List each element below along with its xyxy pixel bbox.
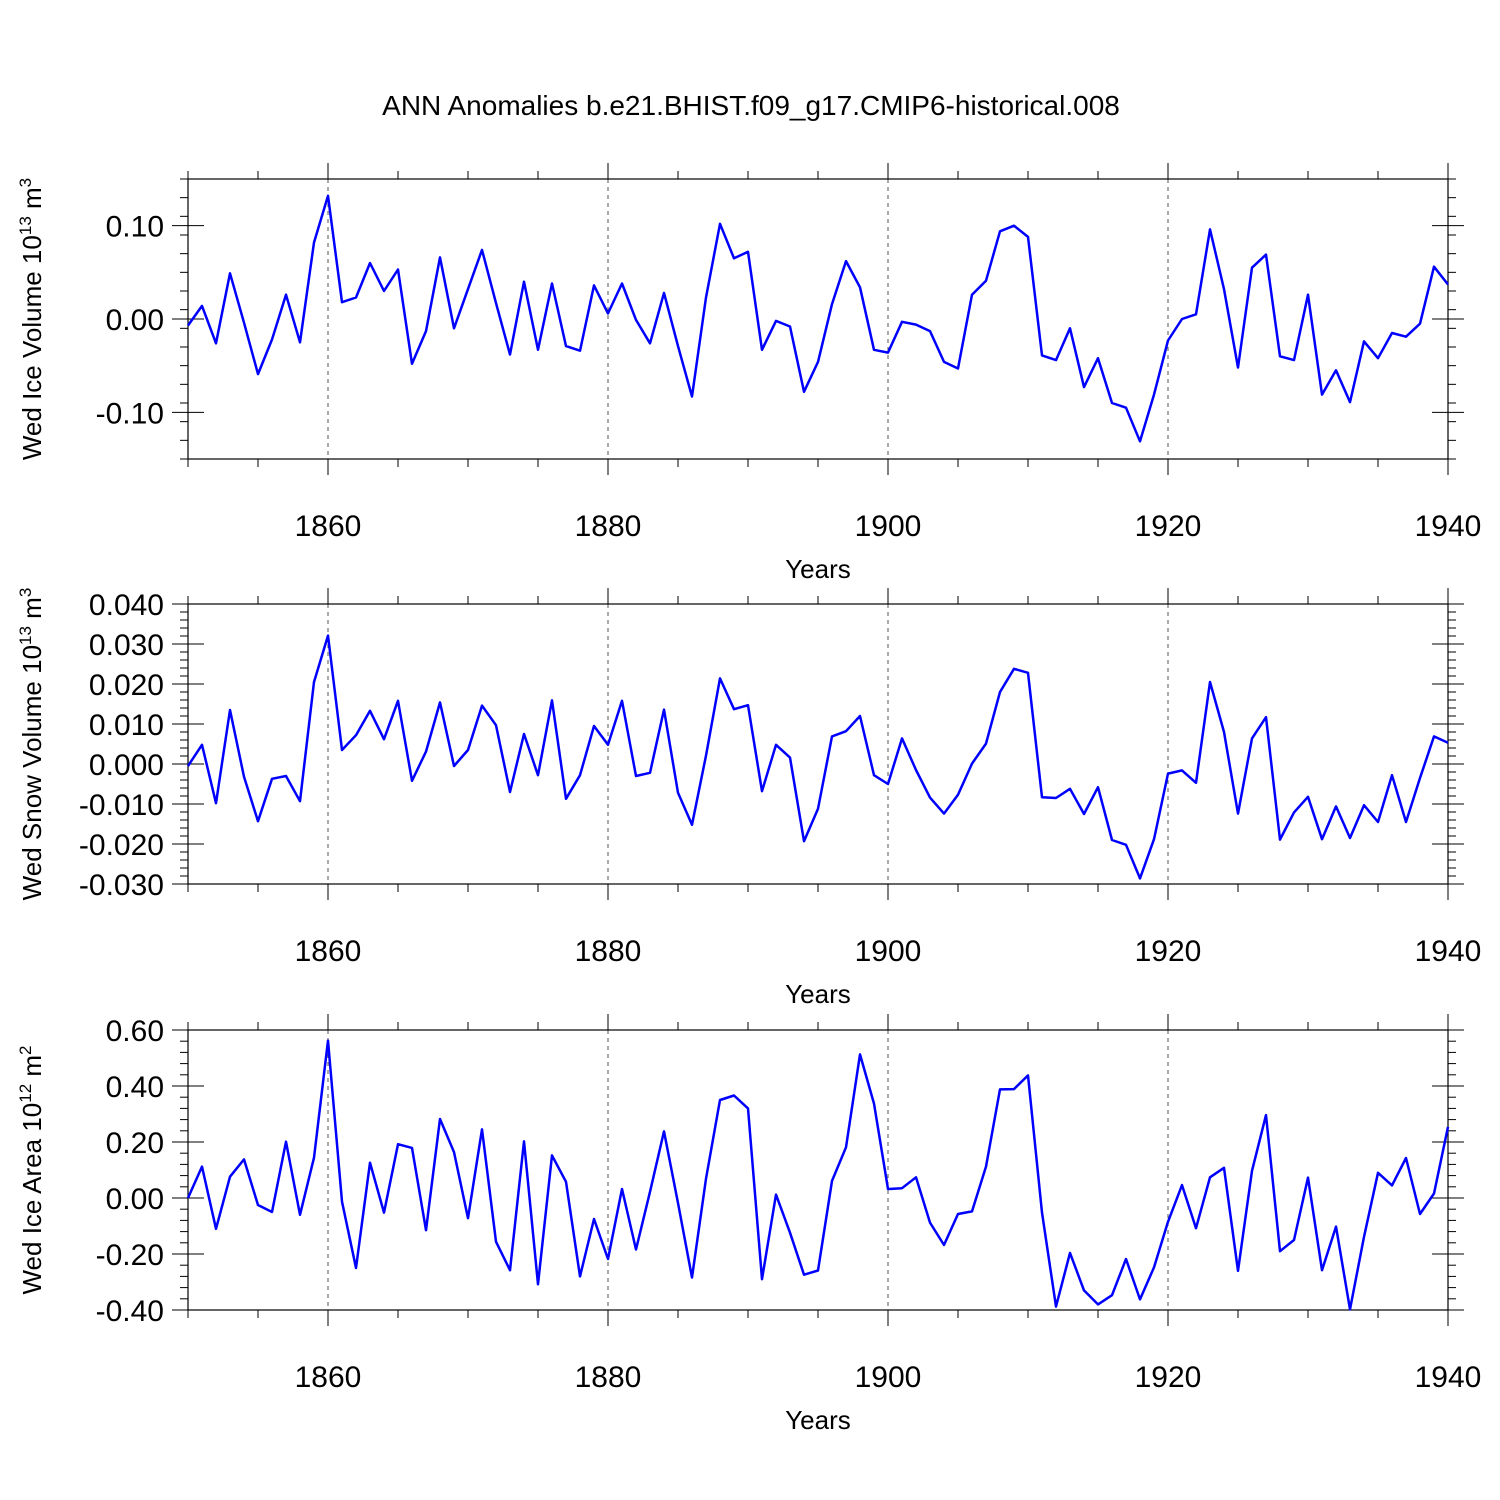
chart-panel-3: -0.40 -0.20 0.00 0.20 0.40 0.60 1860 1880 1900 19…: [16, 1014, 1481, 1435]
plot-frame: [187, 1029, 1449, 1311]
y-axis-label-ylabel-sup: 12: [16, 1084, 35, 1103]
plot-frame: [187, 603, 1449, 885]
y-tick-label: 0.030: [89, 629, 164, 662]
y-tick-label: 0.040: [89, 589, 164, 622]
panels: -0.10 0.00 0.10 1860 1880 1900 1920 1940 Years We…: [16, 163, 1481, 1435]
y-tick-label: -0.020: [79, 829, 164, 862]
chart-title: ANN Anomalies b.e21.BHIST.f09_g17.CMIP6-…: [382, 90, 1120, 121]
y-tick-label: 0.010: [89, 709, 164, 742]
plot-frame: [187, 178, 1449, 460]
y-axis-label-ylabel-unit: m: [17, 1055, 47, 1084]
y-axis-label-ylabel-unit-sup: 3: [16, 588, 35, 597]
y-axis-label-ylabel-unit-sup: 3: [16, 178, 35, 187]
x-tick-label: 1860: [295, 510, 362, 543]
y-tick-label: 0.40: [106, 1071, 164, 1104]
y-axis-label-ylabel-unit-sup: 2: [16, 1045, 35, 1054]
x-tick-label: 1920: [1135, 1361, 1202, 1394]
chart-panel-1: -0.10 0.00 0.10 1860 1880 1900 1920 1940 Years We…: [16, 163, 1481, 584]
y-axis-label-ylabel-sup: 13: [16, 626, 35, 645]
chart-panel-2: -0.030 -0.020 -0.010 0.000 0.010 0.020 0.030 0.…: [16, 588, 1481, 1009]
x-tick-label: 1880: [575, 935, 642, 968]
y-tick-label: 0.10: [106, 211, 164, 244]
y-tick-label: 0.000: [89, 749, 164, 782]
y-axis-label: Wed Ice Volume 1013 m3: [16, 178, 47, 460]
series-line: [186, 194, 1449, 443]
y-tick-label: 0.00: [106, 1183, 164, 1216]
y-axis-label: Wed Ice Area 1012 m2: [16, 1045, 47, 1294]
x-tick-label: 1920: [1135, 510, 1202, 543]
y-axis-label-ylabel-unit: m: [17, 187, 47, 216]
y-axis-label-ylabel-main: Wed Snow Volume 10: [17, 645, 47, 900]
y-tick-label: -0.40: [96, 1295, 164, 1328]
x-axis-label: Years: [785, 1405, 851, 1435]
y-tick-label: 0.20: [106, 1127, 164, 1160]
x-tick-label: 1900: [855, 1361, 922, 1394]
y-tick-label: -0.20: [96, 1239, 164, 1272]
x-axis-label: Years: [785, 979, 851, 1009]
series-line: [186, 634, 1449, 880]
y-tick-label: 0.60: [106, 1015, 164, 1048]
x-tick-label: 1900: [855, 510, 922, 543]
x-tick-label: 1880: [575, 510, 642, 543]
y-tick-label: 0.00: [106, 304, 164, 337]
x-tick-label: 1940: [1415, 510, 1482, 543]
y-axis-label-ylabel-sup: 13: [16, 216, 35, 235]
y-tick-label: -0.10: [96, 397, 164, 430]
y-tick-label: 0.020: [89, 669, 164, 702]
x-tick-label: 1940: [1415, 1361, 1482, 1394]
x-axis-label: Years: [785, 554, 851, 584]
x-tick-label: 1860: [295, 935, 362, 968]
y-axis-label: Wed Snow Volume 1013 m3: [16, 588, 47, 901]
x-tick-label: 1860: [295, 1361, 362, 1394]
y-axis-label-ylabel-unit: m: [17, 597, 47, 626]
x-tick-label: 1920: [1135, 935, 1202, 968]
y-axis-label-ylabel-main: Wed Ice Area 10: [17, 1103, 47, 1295]
y-tick-label: -0.030: [79, 869, 164, 902]
y-axis-label-ylabel-main: Wed Ice Volume 10: [17, 235, 47, 460]
x-tick-label: 1940: [1415, 935, 1482, 968]
y-tick-label: -0.010: [79, 789, 164, 822]
x-tick-label: 1900: [855, 935, 922, 968]
x-tick-label: 1880: [575, 1361, 642, 1394]
series-line: [186, 1039, 1450, 1311]
